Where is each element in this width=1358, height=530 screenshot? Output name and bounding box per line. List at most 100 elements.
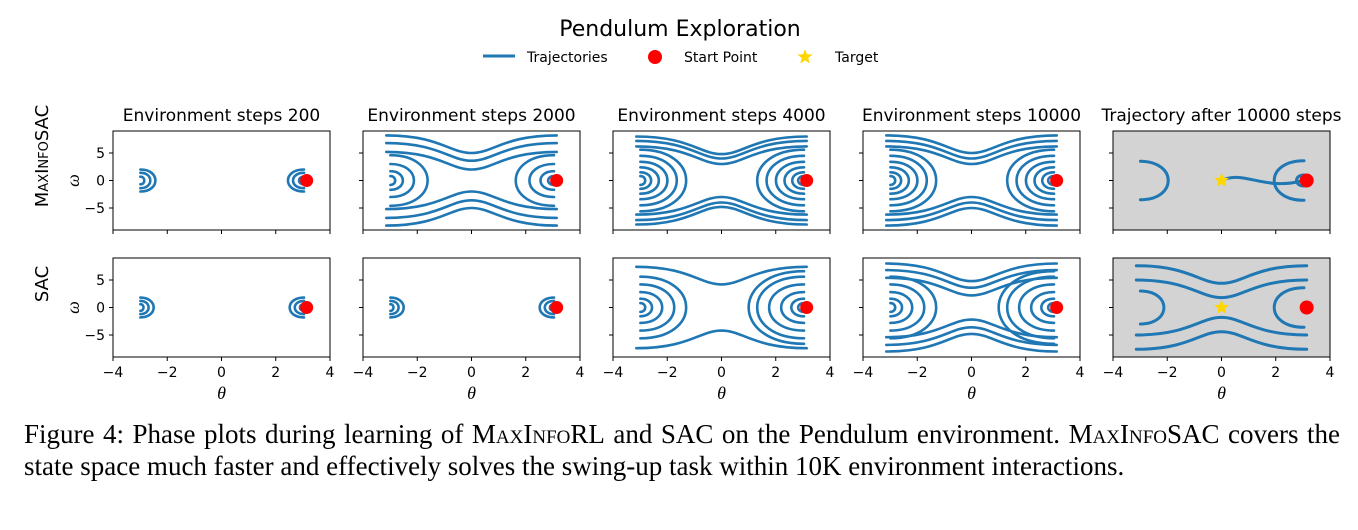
trajectory-group [635, 135, 808, 226]
x-tick-label: −4 [353, 365, 374, 381]
trajectory-curve [1138, 289, 1166, 326]
x-axis-label: θ [217, 383, 226, 403]
trajectory-curve [528, 162, 556, 199]
legend-entry-0: Trajectories [483, 50, 608, 66]
trajectory-curve [1295, 173, 1306, 188]
phase-panel-r1-c2: −4 −2 0 2 4 θ [603, 257, 835, 403]
trajectory-curve [514, 153, 556, 208]
phase-panel-r0-c4: Trajectory after 10000 steps [1100, 106, 1342, 234]
start-point-marker [800, 174, 814, 187]
trajectory-curve [889, 148, 938, 213]
trajectory-curve [639, 166, 660, 195]
start-point-marker [1299, 300, 1314, 315]
panel-title: Environment steps 4000 [617, 106, 825, 126]
trajectory-curve [389, 174, 397, 187]
trajectory-curve [639, 154, 678, 207]
target-star-marker [1213, 172, 1230, 187]
trajectory-curve [639, 283, 676, 332]
y-axis-label: ω [63, 301, 83, 314]
row-labels: MAXINFOSAC SAC [32, 105, 53, 302]
trajectory-curve [1033, 166, 1056, 195]
trajectory-curve [1272, 159, 1306, 202]
trajectory-group [385, 134, 558, 227]
trajectory-band [885, 139, 1058, 160]
trajectory-band [1134, 315, 1309, 337]
trajectory-band [1134, 264, 1309, 285]
phase-panel-r1-c1: −4 −2 0 2 4 θ [353, 257, 585, 403]
x-tick-label: 4 [576, 365, 585, 381]
trajectory-band [1134, 330, 1309, 351]
x-tick-label: 2 [1271, 365, 1280, 381]
legend-star-icon [797, 49, 813, 64]
figure-caption: Figure 4: Phase plots during learning of… [24, 418, 1340, 482]
start-point-marker [1050, 301, 1064, 314]
legend-label: Trajectories [526, 50, 608, 66]
trajectory-curve [389, 299, 400, 316]
panel-title: Trajectory after 10000 steps [1100, 106, 1341, 126]
x-tick-label: 4 [826, 365, 835, 381]
figure-title: Pendulum Exploration [559, 17, 800, 42]
caption-text-3: covers the state space much faster and e… [24, 419, 1340, 481]
panel-background [363, 258, 580, 357]
x-tick-label: −2 [657, 365, 678, 381]
trajectory-band [635, 201, 808, 222]
trajectory-curve [139, 175, 146, 186]
x-axis-label: θ [1217, 383, 1226, 403]
trajectory-curve [1017, 283, 1056, 332]
trajectory-band [635, 139, 808, 160]
phase-panel-r0-c0: 5 0 −5 ω Environment steps 200 [63, 106, 331, 234]
phase-panel-r1-c3: −4 −2 0 2 4 θ [853, 257, 1085, 403]
legend-entry-1: Start Point [648, 50, 758, 66]
caption-method-name-1: MaxInfoRL [471, 419, 605, 449]
trajectory-curve [291, 171, 306, 190]
y-tick-label: 5 [96, 273, 105, 289]
start-point-marker [800, 301, 814, 314]
figure-legend: Trajectories Start Point Target [483, 49, 879, 66]
trajectory-curve [1024, 160, 1056, 201]
trajectory-curve [755, 275, 806, 340]
trajectory-curve [389, 302, 395, 313]
trajectory-curve [765, 154, 806, 207]
trajectory-band [885, 262, 1058, 283]
target-star-marker [1213, 299, 1230, 314]
x-tick-label: −2 [907, 365, 928, 381]
trajectory-band [885, 206, 1058, 227]
phase-panel-r1-c0: 5 0 −5 ω −4 −2 0 2 4 θ [63, 257, 335, 403]
trajectory-group [885, 262, 1058, 353]
trajectory-curve [889, 174, 897, 187]
trajectory-curve [783, 166, 806, 195]
trajectory-band [885, 201, 1058, 222]
x-tick-label: 0 [1217, 365, 1226, 381]
x-tick-label: 2 [771, 365, 780, 381]
trajectory-curve [1015, 154, 1056, 207]
trajectory-curve [779, 290, 806, 325]
trajectory-band [1134, 278, 1309, 300]
x-axis-label: θ [717, 383, 726, 403]
trajectory-curve [1138, 159, 1170, 202]
trajectory-curve [639, 290, 664, 325]
trajectory-curve [639, 160, 669, 201]
trajectory-curve [139, 296, 155, 319]
trajectory-curve [139, 302, 145, 313]
start-point-marker [300, 301, 314, 314]
trajectory-curve [538, 296, 556, 319]
row-label-sac: SAC [32, 266, 53, 302]
trajectory-band [635, 329, 808, 350]
trajectory-curve [889, 166, 910, 195]
panel-title: Environment steps 2000 [367, 106, 575, 126]
trajectory-band [885, 134, 1058, 155]
x-tick-label: 0 [717, 365, 726, 381]
x-tick-label: 4 [326, 365, 335, 381]
x-tick-label: −2 [1157, 365, 1178, 381]
start-point-marker [1299, 173, 1314, 188]
panel-background [863, 258, 1080, 357]
trajectory-group [1134, 264, 1309, 351]
x-axis-label: θ [967, 383, 976, 403]
start-point-marker [1050, 174, 1064, 187]
start-point-marker [550, 174, 564, 187]
trajectory-band [885, 145, 1058, 166]
trajectory-band [385, 206, 558, 227]
trajectory-band [635, 265, 808, 286]
trajectory-curve [539, 169, 556, 192]
panel-title: Environment steps 200 [123, 106, 320, 126]
